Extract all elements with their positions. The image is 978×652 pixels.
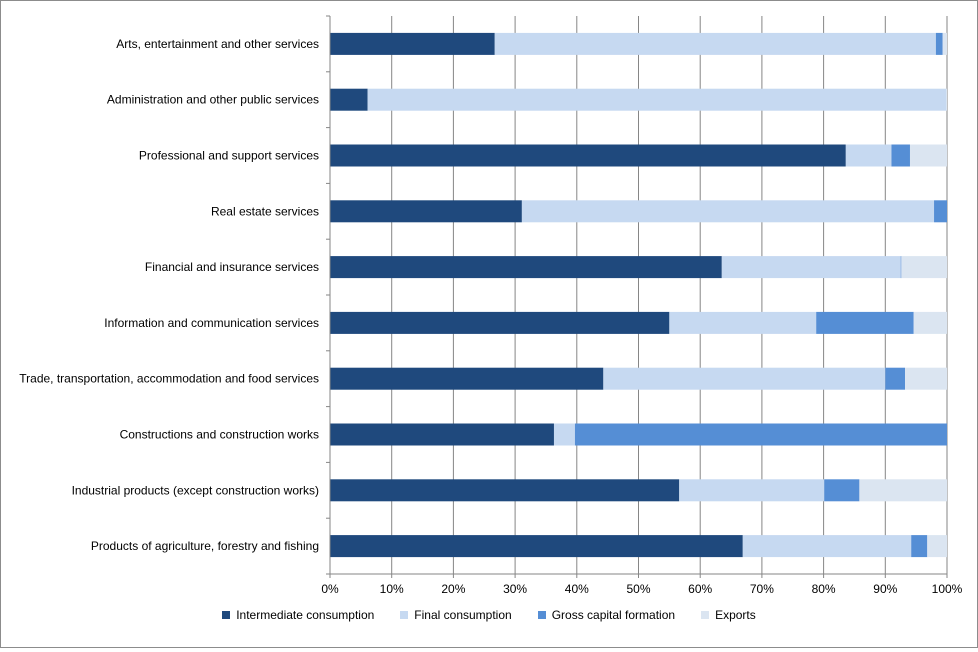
- category-label: Financial and insurance services: [145, 260, 319, 274]
- chart-legend: Intermediate consumption Final consumptio…: [0, 608, 978, 622]
- bar-segment: [553, 423, 575, 446]
- category-label: Products of agriculture, forestry and fi…: [91, 539, 319, 553]
- bar-segment: [946, 88, 947, 111]
- bar-segment: [330, 200, 522, 223]
- legend-item: Final consumption: [400, 608, 512, 622]
- bar-segment: [494, 32, 936, 55]
- bar-segment: [900, 256, 902, 279]
- bar-segment: [942, 32, 947, 55]
- category-label: Arts, entertainment and other services: [116, 37, 319, 51]
- category-label: Constructions and construction works: [120, 428, 319, 442]
- bar-segment: [935, 32, 943, 55]
- bar-segment: [913, 311, 947, 334]
- x-tick-label: 90%: [873, 582, 897, 596]
- bar-segment: [669, 311, 817, 334]
- category-label: Information and communication services: [104, 316, 319, 330]
- bar-segment: [521, 200, 935, 223]
- x-tick-label: 30%: [503, 582, 527, 596]
- bar-segment: [679, 479, 825, 502]
- x-tick-label: 50%: [626, 582, 650, 596]
- x-tick-label: 0%: [321, 582, 339, 596]
- bar-segment: [330, 311, 670, 334]
- bar-segment: [367, 88, 947, 111]
- category-label: Professional and support services: [139, 149, 319, 163]
- legend-item: Gross capital formation: [537, 608, 676, 622]
- bar-segment: [330, 144, 846, 167]
- x-tick-label: 100%: [932, 582, 963, 596]
- bar-segment: [330, 423, 554, 446]
- bar-segment: [721, 256, 901, 279]
- bar-segment: [330, 32, 495, 55]
- legend-item: Exports: [701, 608, 756, 622]
- x-tick-label: 40%: [565, 582, 589, 596]
- x-tick-label: 60%: [688, 582, 712, 596]
- legend-swatch: [537, 611, 546, 619]
- legend-swatch: [701, 611, 710, 619]
- bar-segment: [330, 88, 368, 111]
- bar-segment: [330, 367, 604, 390]
- bar-segment: [905, 367, 947, 390]
- legend-swatch: [222, 611, 231, 619]
- legend-label: Gross capital formation: [551, 608, 676, 622]
- bar-segment: [330, 256, 722, 279]
- legend-label: Final consumption: [414, 608, 512, 622]
- category-label: Real estate services: [211, 204, 319, 218]
- x-tick-label: 80%: [812, 582, 836, 596]
- bar-segment: [901, 256, 947, 279]
- bar-segment: [909, 144, 947, 167]
- legend-item: Intermediate consumption: [222, 608, 374, 622]
- bar-segment: [330, 535, 743, 558]
- legend-label: Intermediate consumption: [236, 608, 375, 622]
- bar-segment: [934, 200, 947, 223]
- bar-segment: [845, 144, 892, 167]
- bar-segment: [824, 479, 860, 502]
- category-label: Industrial products (except construction…: [72, 483, 319, 497]
- category-label: Administration and other public services: [107, 93, 319, 107]
- bar-segment: [911, 535, 928, 558]
- bar-segment: [859, 479, 947, 502]
- bar-segment: [816, 311, 914, 334]
- category-label: Trade, transportation, accommodation and…: [19, 372, 319, 386]
- bar-segment: [603, 367, 886, 390]
- x-tick-label: 20%: [441, 582, 465, 596]
- x-tick-label: 10%: [380, 582, 404, 596]
- bar-segment: [891, 144, 910, 167]
- legend-swatch: [400, 611, 409, 619]
- bar-segment: [885, 367, 906, 390]
- bar-segment: [574, 423, 947, 446]
- bar-segment: [927, 535, 947, 558]
- legend-label: Exports: [715, 608, 756, 622]
- bar-segment: [330, 479, 680, 502]
- x-tick-label: 70%: [750, 582, 774, 596]
- bar-segment: [742, 535, 912, 558]
